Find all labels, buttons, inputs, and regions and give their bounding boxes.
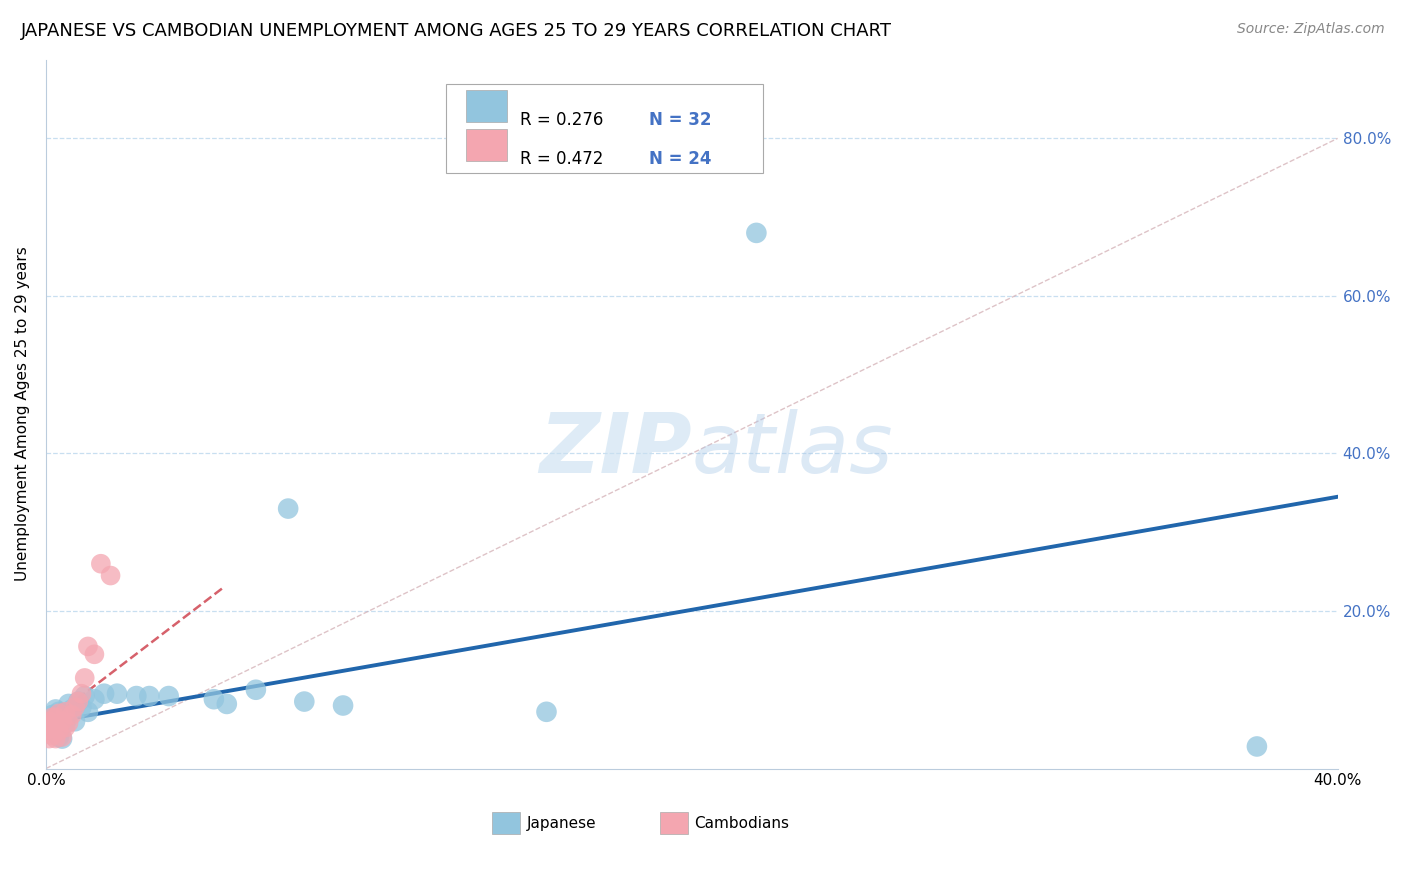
Point: [77, 705, 100, 719]
Bar: [659, 812, 688, 834]
Point: [45, 731, 67, 746]
Point: [63, 700, 86, 714]
Point: [45, 718, 67, 732]
FancyBboxPatch shape: [446, 85, 763, 173]
Point: [83, 648, 105, 662]
Text: N = 32: N = 32: [650, 112, 711, 129]
Point: [48, 706, 70, 721]
Point: [51, 714, 73, 729]
Text: R = 0.276: R = 0.276: [520, 112, 603, 129]
Point: [38, 731, 60, 746]
Point: [38, 714, 60, 729]
Point: [277, 501, 299, 516]
Point: [51, 730, 73, 744]
Point: [53, 705, 76, 719]
Point: [53, 721, 76, 735]
Point: [93, 687, 115, 701]
Point: [41, 710, 63, 724]
Point: [245, 682, 267, 697]
Point: [63, 714, 86, 729]
Point: [58, 708, 80, 723]
Point: [38, 722, 60, 736]
Text: atlas: atlas: [692, 409, 893, 490]
Point: [38, 714, 60, 729]
Point: [67, 695, 90, 709]
Point: [60, 702, 83, 716]
Text: JAPANESE VS CAMBODIAN UNEMPLOYMENT AMONG AGES 25 TO 29 YEARS CORRELATION CHART: JAPANESE VS CAMBODIAN UNEMPLOYMENT AMONG…: [21, 22, 891, 40]
Text: Japanese: Japanese: [526, 815, 596, 830]
Point: [45, 710, 67, 724]
Bar: [465, 90, 508, 122]
Point: [138, 689, 160, 703]
Point: [100, 568, 122, 582]
Point: [1246, 739, 1268, 754]
Point: [48, 705, 70, 719]
Point: [77, 640, 100, 654]
Point: [51, 710, 73, 724]
Point: [67, 695, 90, 709]
Point: [215, 697, 238, 711]
Point: [202, 692, 225, 706]
Point: [41, 728, 63, 742]
Point: [73, 689, 96, 703]
Y-axis label: Unemployment Among Ages 25 to 29 years: Unemployment Among Ages 25 to 29 years: [15, 247, 30, 582]
Point: [45, 702, 67, 716]
Bar: [465, 129, 508, 161]
Text: ZIP: ZIP: [538, 409, 692, 490]
Point: [745, 226, 768, 240]
Point: [41, 718, 63, 732]
Point: [48, 730, 70, 744]
Point: [105, 687, 128, 701]
Point: [292, 695, 315, 709]
Point: [332, 698, 354, 713]
Point: [53, 715, 76, 730]
Point: [73, 671, 96, 685]
Text: R = 0.472: R = 0.472: [520, 150, 603, 169]
Point: [70, 700, 93, 714]
Point: [536, 705, 558, 719]
Point: [90, 557, 112, 571]
Text: Source: ZipAtlas.com: Source: ZipAtlas.com: [1237, 22, 1385, 37]
Point: [60, 708, 83, 723]
Point: [157, 689, 180, 703]
Point: [51, 731, 73, 746]
Bar: [492, 812, 520, 834]
Text: Cambodians: Cambodians: [695, 815, 789, 830]
Point: [58, 697, 80, 711]
Point: [41, 723, 63, 738]
Point: [48, 723, 70, 738]
Text: N = 24: N = 24: [650, 150, 711, 169]
Point: [41, 708, 63, 723]
Point: [70, 687, 93, 701]
Point: [125, 689, 148, 703]
Point: [58, 715, 80, 730]
Point: [83, 692, 105, 706]
